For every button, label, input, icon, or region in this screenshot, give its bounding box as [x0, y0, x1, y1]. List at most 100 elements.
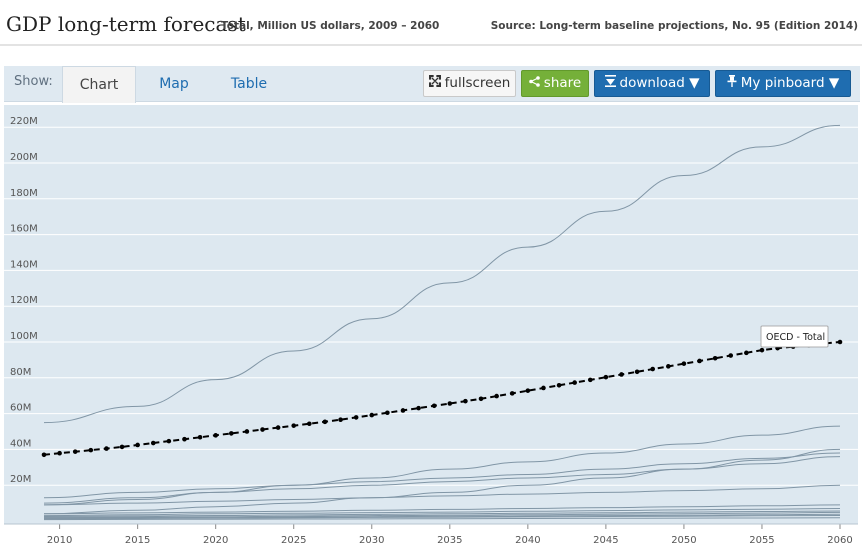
download-icon [604, 71, 616, 96]
oecd-total-point[interactable] [369, 412, 375, 418]
x-tick-label: 2015 [125, 535, 150, 546]
plot-background [4, 105, 858, 524]
oecd-total-point[interactable] [228, 431, 234, 436]
share-icon [528, 71, 540, 96]
oecd-total-point[interactable] [353, 415, 359, 420]
x-tick-label: 2055 [749, 535, 774, 546]
x-tick-label: 2040 [515, 535, 540, 546]
oecd-total-point[interactable] [681, 361, 687, 366]
oecd-total-point[interactable] [572, 380, 577, 385]
oecd-total-point[interactable] [463, 398, 468, 404]
oecd-total-point[interactable] [587, 377, 593, 383]
y-tick-label: 60M [10, 403, 31, 414]
oecd-total-point[interactable] [447, 401, 453, 406]
y-tick-label: 220M [10, 116, 38, 127]
oecd-total-point[interactable] [119, 444, 125, 450]
oecd-total-point[interactable] [244, 429, 250, 434]
y-tick-label: 160M [10, 224, 38, 235]
oecd-total-point[interactable] [260, 427, 265, 432]
chart-header: GDP long-term forecast Total, Million US… [0, 0, 862, 46]
y-tick-label: 120M [10, 295, 38, 306]
oecd-total-line[interactable] [43, 341, 841, 456]
oecd-total-point[interactable] [478, 396, 484, 402]
x-tick-label: 2030 [359, 535, 384, 546]
series-label-oecd-total: OECD - Total [766, 332, 825, 343]
oecd-total-point[interactable] [431, 403, 437, 409]
oecd-total-point[interactable] [307, 421, 312, 427]
x-tick-label: 2020 [203, 535, 228, 546]
series-line-11[interactable] [43, 513, 841, 519]
tab-map[interactable]: Map [159, 76, 189, 92]
oecd-total-point[interactable] [634, 369, 640, 375]
oecd-total-point[interactable] [72, 449, 78, 454]
x-tick-label: 2045 [593, 535, 618, 546]
oecd-total-point[interactable] [166, 438, 172, 444]
show-label: Show: [14, 74, 53, 89]
series-line-6[interactable] [43, 484, 841, 506]
fullscreen-label: fullscreen [444, 75, 511, 91]
pin-icon [727, 71, 737, 96]
oecd-total-point[interactable] [416, 405, 421, 411]
oecd-total-point[interactable] [57, 450, 62, 456]
series-line-13[interactable] [43, 517, 841, 521]
oecd-total-point[interactable] [385, 410, 390, 416]
oecd-total-point[interactable] [104, 446, 109, 451]
series-line-3[interactable] [43, 456, 841, 504]
share-button[interactable]: share [521, 70, 589, 97]
oecd-total-point[interactable] [338, 417, 343, 423]
source-link[interactable]: Source: Long-term baseline projections, … [490, 20, 858, 32]
y-tick-label: 140M [10, 259, 38, 270]
oecd-total-point[interactable] [837, 339, 843, 345]
oecd-total-point[interactable] [150, 440, 156, 446]
oecd-total-point[interactable] [666, 364, 671, 369]
oecd-total-point[interactable] [41, 452, 47, 458]
oecd-total-point[interactable] [619, 372, 624, 377]
oecd-total-point[interactable] [650, 366, 656, 372]
oecd-total-point[interactable] [697, 358, 702, 364]
oecd-total-point[interactable] [728, 353, 734, 358]
oecd-total-point[interactable] [135, 442, 140, 448]
x-tick-label: 2060 [827, 535, 852, 546]
x-tick-label: 2010 [47, 535, 72, 546]
pinboard-button[interactable]: My pinboard ▼ [715, 70, 851, 97]
y-tick-label: 100M [10, 331, 38, 342]
series-line-8[interactable] [43, 508, 841, 517]
download-button[interactable]: download ▼ [594, 70, 710, 97]
series-line-12[interactable] [43, 515, 841, 520]
oecd-total-point[interactable] [400, 408, 406, 413]
oecd-total-point[interactable] [556, 382, 562, 388]
oecd-total-point[interactable] [322, 419, 328, 425]
chart-subtitle: Total, Million US dollars, 2009 – 2060 [221, 20, 440, 32]
tab-table[interactable]: Table [230, 76, 268, 92]
oecd-total-point[interactable] [494, 393, 499, 399]
oecd-total-point[interactable] [275, 425, 281, 430]
x-tick-label: 2050 [671, 535, 696, 546]
oecd-total-point[interactable] [744, 350, 749, 356]
oecd-total-point[interactable] [525, 388, 531, 393]
x-tick-label: 2035 [437, 535, 462, 546]
oecd-total-point[interactable] [291, 423, 297, 428]
oecd-total-point[interactable] [88, 447, 94, 453]
series-line-7[interactable] [43, 504, 841, 515]
series-line-10[interactable] [43, 511, 841, 518]
pinboard-label: My pinboard ▼ [740, 75, 840, 91]
view-toolbar: Show: Chart Map Table fullscreen share d… [4, 66, 860, 103]
fullscreen-button[interactable]: fullscreen [423, 70, 516, 97]
oecd-total-point[interactable] [712, 355, 718, 361]
oecd-total-point[interactable] [182, 436, 187, 442]
series-line-5[interactable] [43, 452, 841, 499]
series-line-1[interactable] [43, 124, 841, 424]
oecd-total-point[interactable] [759, 347, 765, 353]
series-line-4[interactable] [43, 448, 841, 515]
tab-chart[interactable]: Chart [62, 66, 136, 103]
oecd-total-point[interactable] [213, 433, 218, 438]
oecd-total-point[interactable] [509, 391, 515, 396]
y-tick-label: 80M [10, 367, 31, 378]
series-label-box [760, 325, 829, 348]
download-label: download ▼ [619, 75, 700, 91]
oecd-total-point[interactable] [603, 374, 609, 380]
share-label: share [543, 75, 582, 91]
oecd-total-point[interactable] [541, 385, 546, 391]
series-line-9[interactable] [43, 510, 841, 517]
oecd-total-point[interactable] [197, 434, 203, 440]
